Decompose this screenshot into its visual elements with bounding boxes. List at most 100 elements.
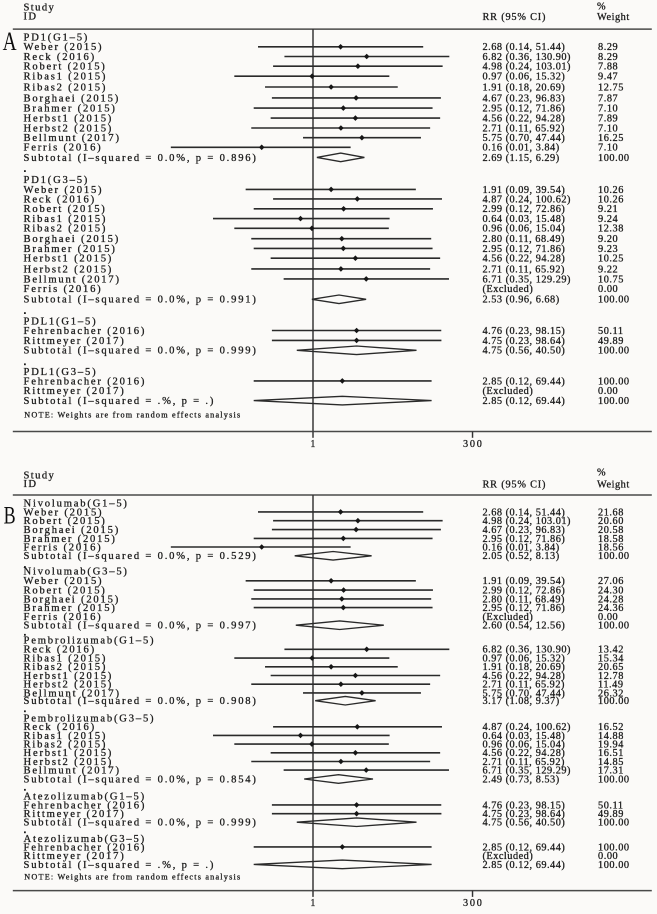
svg-text:17.31: 17.31 (598, 766, 624, 777)
svg-text:16.25: 16.25 (598, 133, 624, 144)
svg-text:6.82 (0.36, 130.90): 6.82 (0.36, 130.90) (483, 645, 571, 656)
svg-text:49.89: 49.89 (598, 809, 624, 820)
svg-text:2.95 (0.12, 71.86): 2.95 (0.12, 71.86) (483, 603, 566, 614)
svg-text:2.80 (0.11, 68.49): 2.80 (0.11, 68.49) (483, 594, 565, 605)
svg-text:Ferris (2016): Ferris (2016) (24, 542, 103, 553)
svg-text:Atezolizumab(G3–5): Atezolizumab(G3–5) (24, 834, 146, 845)
svg-text:12.38: 12.38 (598, 224, 624, 235)
svg-text:PD1(G1–5): PD1(G1–5) (24, 33, 90, 44)
svg-text:5.75 (0.70, 47.44): 5.75 (0.70, 47.44) (483, 133, 566, 144)
svg-text:Bellmunt (2017): Bellmunt (2017) (24, 766, 121, 777)
svg-text:Rittmeyer (2017): Rittmeyer (2017) (24, 386, 126, 397)
svg-text:RR (95% CI): RR (95% CI) (483, 480, 547, 491)
svg-text:Herbst1 (2015): Herbst1 (2015) (24, 114, 114, 125)
svg-text:(Excluded): (Excluded) (483, 851, 534, 862)
svg-text:2.71 (0.11, 65.92): 2.71 (0.11, 65.92) (483, 757, 565, 768)
svg-text:15.34: 15.34 (598, 654, 624, 665)
svg-text:9.24: 9.24 (598, 214, 618, 225)
svg-text:Rittmeyer (2017): Rittmeyer (2017) (24, 851, 126, 862)
svg-text:Ribas2 (2015): Ribas2 (2015) (24, 224, 108, 235)
svg-text:100.00: 100.00 (598, 346, 630, 357)
svg-text:4.56 (0.22, 94.28): 4.56 (0.22, 94.28) (483, 114, 566, 125)
svg-text:1.91 (0.09, 39.54): 1.91 (0.09, 39.54) (483, 576, 566, 587)
svg-text:9.20: 9.20 (598, 234, 618, 245)
svg-text:Brahmer (2015): Brahmer (2015) (24, 244, 117, 255)
svg-text:Subtotal (I–squared = .%, p =: Subtotal (I–squared = .%, p = .) (24, 860, 216, 871)
svg-text:Study: Study (24, 470, 56, 481)
svg-text:2.85 (0.12, 69.44): 2.85 (0.12, 69.44) (483, 860, 566, 871)
svg-text:0.96 (0.06, 15.04): 0.96 (0.06, 15.04) (483, 224, 566, 235)
svg-text:5.75 (0.70, 47.44): 5.75 (0.70, 47.44) (483, 688, 566, 699)
svg-text:Herbst2 (2015): Herbst2 (2015) (24, 264, 114, 275)
svg-text:50.11: 50.11 (598, 800, 624, 811)
svg-text:Weber (2015): Weber (2015) (24, 507, 104, 518)
svg-text:A: A (3, 27, 17, 56)
svg-text:Bellmunt (2017): Bellmunt (2017) (24, 274, 121, 285)
svg-text:4.56 (0.22, 94.28): 4.56 (0.22, 94.28) (483, 748, 566, 759)
svg-text:18.58: 18.58 (598, 534, 624, 545)
svg-text:Ribas2 (2015): Ribas2 (2015) (24, 740, 108, 751)
svg-text:7.10: 7.10 (598, 143, 618, 154)
svg-text:Weight: Weight (597, 12, 630, 23)
svg-text:4.87 (0.24, 100.62): 4.87 (0.24, 100.62) (483, 194, 571, 205)
svg-text:100.00: 100.00 (598, 396, 630, 407)
svg-text:100.00: 100.00 (598, 818, 630, 829)
svg-text:Study: Study (24, 3, 56, 14)
svg-text:26.32: 26.32 (598, 688, 624, 699)
svg-text:(Excluded): (Excluded) (483, 612, 534, 623)
svg-text:Ferris (2016): Ferris (2016) (24, 284, 103, 295)
svg-text:2.68 (0.14, 51.44): 2.68 (0.14, 51.44) (483, 42, 566, 53)
svg-text:Herbst1 (2015): Herbst1 (2015) (24, 748, 114, 759)
svg-text:6.82 (0.36, 130.90): 6.82 (0.36, 130.90) (483, 52, 571, 63)
svg-text:300: 300 (463, 439, 484, 450)
svg-text:1.91 (0.18, 20.69): 1.91 (0.18, 20.69) (483, 662, 566, 673)
svg-text:1.91 (0.18, 20.69): 1.91 (0.18, 20.69) (483, 82, 566, 93)
svg-text:Weber (2015): Weber (2015) (24, 185, 104, 196)
svg-text:4.76 (0.23, 98.15): 4.76 (0.23, 98.15) (483, 800, 566, 811)
svg-text:Ribas1 (2015): Ribas1 (2015) (24, 654, 108, 665)
svg-text:NOTE: Weights are from random: NOTE: Weights are from random effects an… (24, 872, 241, 881)
svg-text:100.00: 100.00 (598, 295, 630, 306)
svg-text:4.75 (0.23, 98.64): 4.75 (0.23, 98.64) (483, 336, 566, 347)
svg-text:Robert (2015): Robert (2015) (24, 204, 107, 215)
svg-text:2.49 (0.73, 8.53): 2.49 (0.73, 8.53) (483, 774, 560, 785)
svg-text:Fehrenbacher (2016): Fehrenbacher (2016) (24, 326, 147, 337)
svg-text:14.88: 14.88 (598, 731, 624, 742)
svg-text:4.87 (0.24, 100.62): 4.87 (0.24, 100.62) (483, 722, 571, 733)
svg-text:1.91 (0.09, 39.54): 1.91 (0.09, 39.54) (483, 185, 566, 196)
svg-text:100.00: 100.00 (598, 153, 630, 164)
svg-text:20.60: 20.60 (598, 516, 624, 527)
svg-text:12.75: 12.75 (598, 82, 624, 93)
svg-text:100.00: 100.00 (598, 860, 630, 871)
svg-text:18.56: 18.56 (598, 542, 624, 553)
svg-text:0.97 (0.06, 15.32): 0.97 (0.06, 15.32) (483, 72, 566, 83)
svg-text:20.65: 20.65 (598, 662, 624, 673)
svg-text:20.58: 20.58 (598, 525, 624, 536)
svg-text:Brahmer (2015): Brahmer (2015) (24, 603, 117, 614)
svg-text:(Excluded): (Excluded) (483, 386, 534, 397)
svg-text:Subtotal (I–squared = 0.0%, p: Subtotal (I–squared = 0.0%, p = 0.908) (24, 696, 258, 707)
svg-text:Borghaei (2015): Borghaei (2015) (24, 525, 121, 536)
svg-text:49.89: 49.89 (598, 336, 624, 347)
svg-text:NOTE: Weights are from random: NOTE: Weights are from random effects an… (24, 411, 241, 420)
svg-text:100.00: 100.00 (598, 774, 630, 785)
svg-text:4.67 (0.23, 96.83): 4.67 (0.23, 96.83) (483, 93, 566, 104)
svg-text:7.88: 7.88 (598, 62, 618, 73)
svg-text:21.68: 21.68 (598, 507, 624, 518)
svg-text:%: % (597, 2, 606, 13)
svg-text:13.42: 13.42 (598, 645, 624, 656)
svg-text:4.98 (0.24, 103.01): 4.98 (0.24, 103.01) (483, 516, 571, 527)
svg-text:Subtotal (I–squared = 0.0%, p: Subtotal (I–squared = 0.0%, p = 0.529) (24, 551, 258, 562)
svg-text:24.28: 24.28 (598, 594, 624, 605)
svg-text:Subtotal (I–squared = 0.0%, p: Subtotal (I–squared = 0.0%, p = 0.896) (24, 153, 258, 164)
svg-text:PDL1(G3–5): PDL1(G3–5) (24, 367, 98, 378)
svg-text:Pembrolizumab(G3–5): Pembrolizumab(G3–5) (24, 713, 156, 724)
svg-text:Weber (2015): Weber (2015) (24, 42, 104, 53)
svg-text:9.22: 9.22 (598, 264, 618, 275)
svg-text:27.06: 27.06 (598, 576, 624, 587)
svg-text:Rittmeyer (2017): Rittmeyer (2017) (24, 336, 126, 347)
svg-text:7.10: 7.10 (598, 123, 618, 134)
svg-text:2.85 (0.12, 69.44): 2.85 (0.12, 69.44) (483, 376, 566, 387)
svg-text:2.99 (0.12, 72.86): 2.99 (0.12, 72.86) (483, 204, 566, 215)
svg-text:Weber (2015): Weber (2015) (24, 576, 104, 587)
